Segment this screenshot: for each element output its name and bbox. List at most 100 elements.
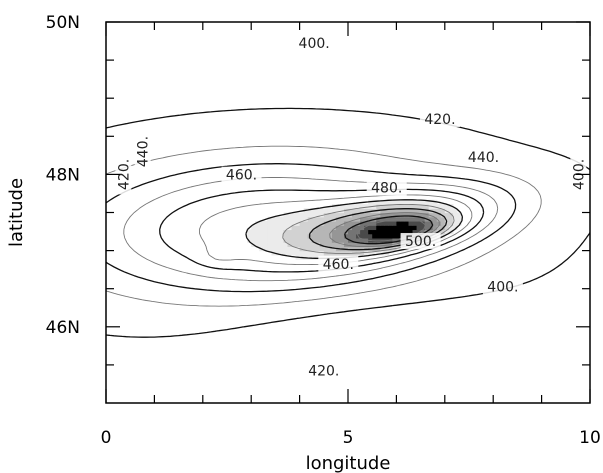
- contour-fill-cell: [404, 229, 410, 235]
- contour-label-bg: [419, 111, 460, 128]
- contour-fill-cell: [444, 220, 450, 226]
- contour-fill-cell: [364, 250, 369, 256]
- contour-fill-cell: [360, 237, 365, 243]
- contour-fill-cell: [287, 216, 293, 222]
- contour-fill-cell: [267, 229, 272, 235]
- contour-fill-cell: [287, 212, 293, 218]
- contour-fill-cell: [360, 204, 365, 209]
- contour-fill-cell: [456, 212, 462, 218]
- contour-fill-cell: [303, 250, 309, 256]
- contour-fill-cell: [343, 212, 349, 218]
- contour-fill-cell: [388, 225, 393, 231]
- contour-fill-cell: [275, 250, 281, 256]
- contour-fill-cell: [396, 225, 402, 231]
- contour-fill-cell: [384, 233, 389, 239]
- contour-fill-cell: [323, 220, 329, 226]
- contour-fill-cell: [428, 199, 434, 205]
- contour-fill-cell: [424, 225, 430, 231]
- contour-fill-cell: [372, 242, 377, 247]
- contour-fill-cell: [315, 216, 321, 222]
- contour-fill-cell: [364, 225, 369, 231]
- contour-fill-cell: [275, 233, 281, 239]
- contour-fill-cell: [267, 216, 272, 222]
- contour-fill-cell: [263, 237, 268, 243]
- contour-fill-cell: [372, 237, 377, 243]
- contour-fill-cell: [388, 233, 393, 239]
- contour-fill-cell: [408, 225, 414, 231]
- contour-fill-cell: [291, 225, 297, 231]
- contour-fill-cell: [396, 229, 402, 235]
- contour-fill-cell: [279, 237, 285, 243]
- contour-fill-cell: [380, 233, 385, 239]
- contour-fill-cell: [291, 212, 297, 218]
- contour-label-bg: [303, 362, 344, 379]
- contour-fill-cell: [255, 237, 260, 243]
- contour-fill-cell: [384, 204, 389, 209]
- contour-fill-cell: [356, 246, 361, 252]
- contour-fill-cell: [408, 204, 414, 209]
- contour-fill-cell: [384, 225, 389, 231]
- contour-fill-cell: [323, 246, 329, 252]
- contour-fill-cell: [368, 242, 373, 247]
- contour-fill-cell: [299, 250, 305, 256]
- contour-fill-cell: [287, 237, 293, 243]
- contour-fill-cell: [400, 204, 406, 209]
- contour-fill-cell: [275, 237, 281, 243]
- contour-fill-cell: [315, 225, 321, 231]
- contour-fill-cell: [368, 225, 373, 231]
- contour-fill-cell: [335, 237, 341, 243]
- contour-fill-cell: [311, 254, 317, 260]
- contour-fill-cell: [444, 225, 450, 231]
- contour-fill-cell: [400, 225, 406, 231]
- contour-fill-cell: [295, 246, 301, 252]
- contour-fill-cell: [267, 220, 272, 226]
- contour-fill-cell: [323, 242, 329, 247]
- contour-fill-cell: [343, 237, 349, 243]
- contour-fill-cell: [376, 242, 381, 247]
- contour-fill-cell: [339, 229, 345, 235]
- contour-fill-cell: [327, 242, 333, 247]
- contour-fill-cell: [279, 233, 285, 239]
- contour-fill-cell: [424, 204, 430, 209]
- axis-ticks: [105, 21, 591, 403]
- contour-fill-cell: [315, 229, 321, 235]
- contour-fill-cell: [335, 233, 341, 239]
- contour-fill-cell: [416, 225, 422, 231]
- contour-fill-cell: [348, 220, 353, 226]
- contour-fill-cell: [416, 204, 422, 209]
- contour-fill-cell: [420, 212, 426, 218]
- contour-fill-cell: [311, 212, 317, 218]
- contour-fill-cell: [376, 233, 381, 239]
- contour-label: 480.: [371, 181, 402, 197]
- contour-fill-cell: [400, 229, 406, 235]
- contour-fill-cell: [283, 216, 289, 222]
- contour-fill-cell: [416, 208, 422, 214]
- contour-fill-cell: [335, 220, 341, 226]
- contour-fill-cell: [392, 242, 397, 247]
- x-axis-title: longitude: [306, 453, 391, 473]
- contour-fill-cell: [295, 225, 301, 231]
- contour-fill-cell: [339, 237, 345, 243]
- contour-fill-cell: [424, 220, 430, 226]
- contour-fill-cell: [263, 242, 268, 247]
- contour-fill-cell: [339, 225, 345, 231]
- contour-fill-cell: [311, 242, 317, 247]
- contour-fill-cell: [352, 237, 357, 243]
- contour-fill-cell: [436, 216, 442, 222]
- x-tick-label: 5: [343, 428, 354, 448]
- contour-fill-cell: [364, 212, 369, 218]
- contour-fill-cell: [388, 212, 393, 218]
- contour-fill-cell: [420, 229, 426, 235]
- contour-fill-cell: [352, 246, 357, 252]
- contour-fill-cell: [323, 229, 329, 235]
- contour-fill-cell: [275, 246, 281, 252]
- contour-fill-cell: [331, 225, 337, 231]
- contour-label: 440.: [468, 150, 499, 166]
- contour-fill-cell: [428, 229, 434, 235]
- contour-fill-cell: [303, 229, 309, 235]
- contour-fill-cell: [251, 233, 256, 239]
- contour-fill-cell: [283, 233, 289, 239]
- contour-fill-cell: [388, 208, 393, 214]
- contour-fill-cell: [376, 204, 381, 209]
- contour-fill-cell: [307, 220, 313, 226]
